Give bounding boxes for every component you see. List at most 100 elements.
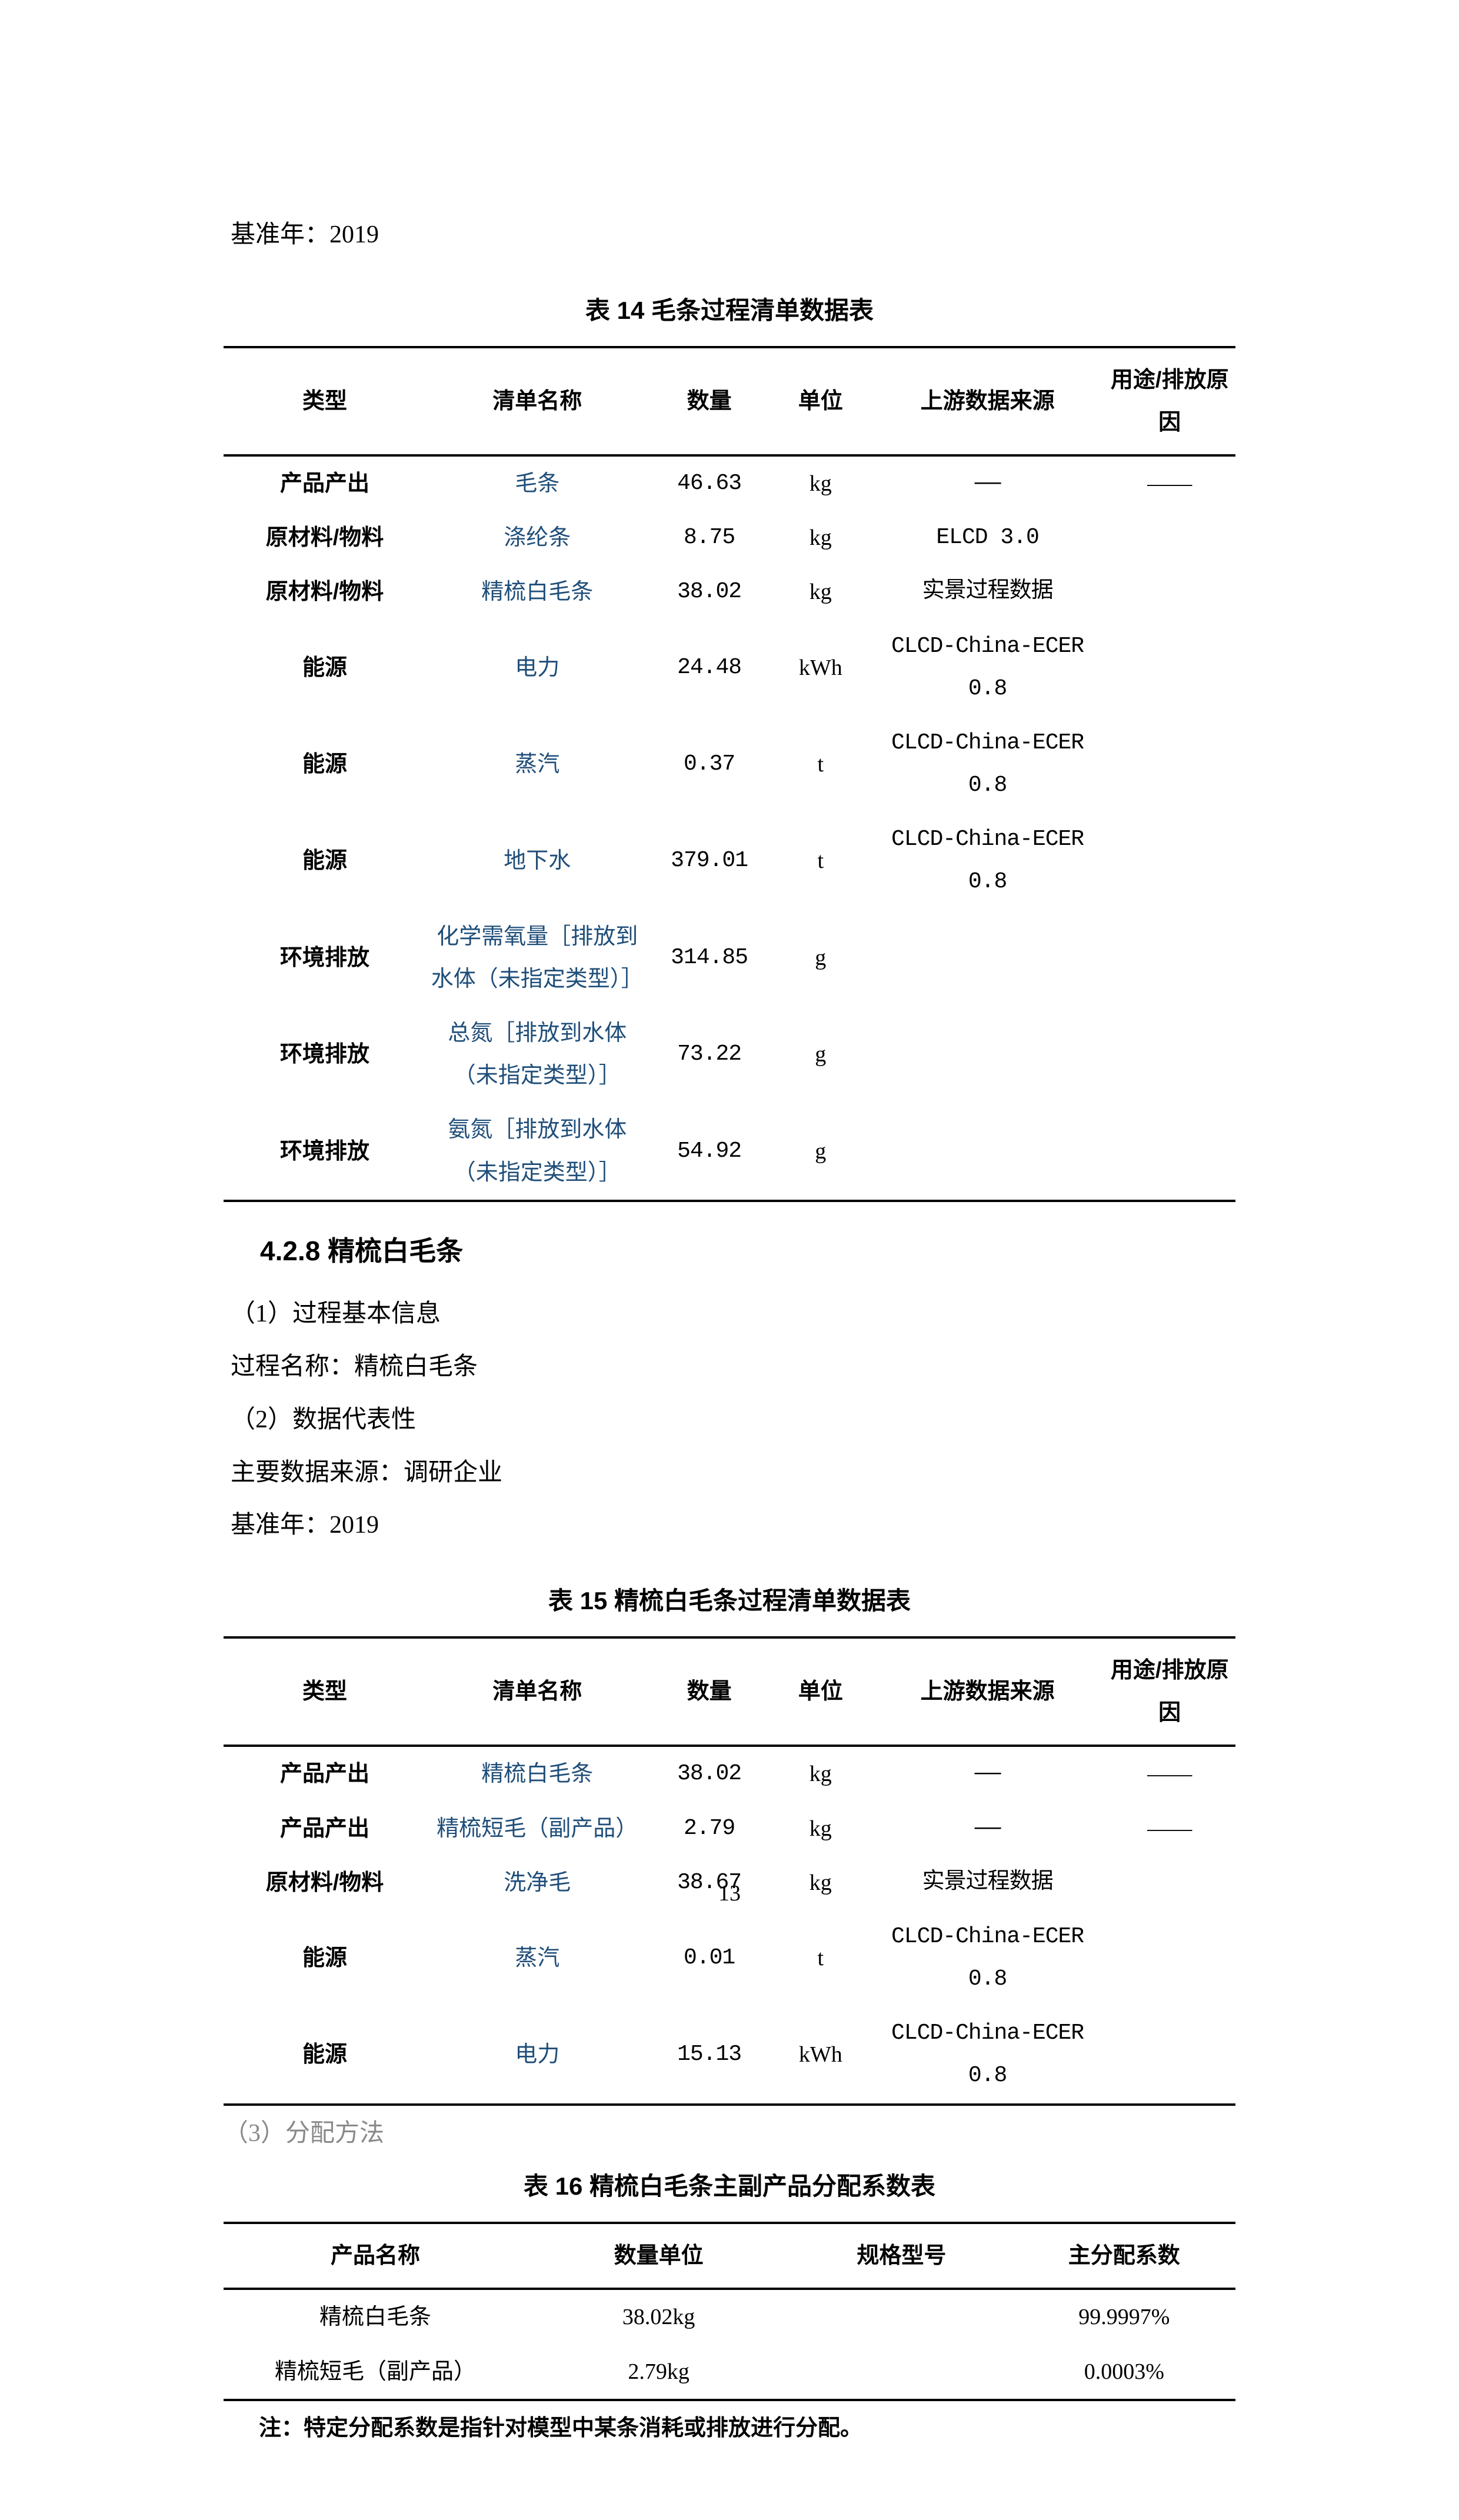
- t15-unit: kg: [770, 1802, 871, 1856]
- t16-coef: 0.0003%: [1013, 2345, 1235, 2400]
- t14-h-name: 清单名称: [426, 347, 648, 455]
- t15-h-unit: 单位: [770, 1637, 871, 1746]
- t16-row: 精梳短毛（副产品）2.79kg 0.0003%: [224, 2345, 1235, 2400]
- table15-header-row: 类型 清单名称 数量 单位 上游数据来源 用途/排放原因: [224, 1637, 1235, 1746]
- t15-row: 能源电力15.13kWhCLCD-China-ECER 0.8: [224, 2006, 1235, 2104]
- t16-pname: 精梳短毛（副产品）: [224, 2345, 527, 2400]
- table14: 类型 清单名称 数量 单位 上游数据来源 用途/排放原因 产品产出毛条46.63…: [224, 346, 1235, 1202]
- t14-h-qty: 数量: [648, 347, 770, 455]
- t16-h-qtyunit: 数量单位: [527, 2223, 790, 2289]
- t14-reason: [1104, 1006, 1235, 1103]
- t14-unit: t: [770, 813, 871, 909]
- t15-type: 产品产出: [224, 1746, 426, 1801]
- t14-type: 环境排放: [224, 1103, 426, 1200]
- t14-type: 原材料/物料: [224, 565, 426, 619]
- t14-reason: [1104, 910, 1235, 1006]
- t15-name: 精梳白毛条: [426, 1746, 648, 1801]
- t15-reason: ——: [1104, 1802, 1235, 1856]
- t16-row: 精梳白毛条38.02kg99.9997%: [224, 2289, 1235, 2344]
- t15-name: 精梳短毛（副产品）: [426, 1802, 648, 1856]
- t14-h-unit: 单位: [770, 347, 871, 455]
- t15-qty: 0.01: [648, 1910, 770, 2006]
- t14-name: 精梳白毛条: [426, 565, 648, 619]
- t14-qty: 379.01: [648, 813, 770, 909]
- s428-line-1: （1）过程基本信息: [224, 1291, 1235, 1338]
- t15-h-reason: 用途/排放原因: [1104, 1637, 1235, 1746]
- table15-caption: 表 15 精梳白毛条过程清单数据表: [224, 1577, 1235, 1624]
- t14-unit: kWh: [770, 620, 871, 716]
- t15-qty: 38.02: [648, 1746, 770, 1801]
- table16-note: 注：特定分配系数是指针对模型中某条消耗或排放进行分配。: [224, 2407, 1235, 2449]
- t16-h-spec: 规格型号: [790, 2223, 1012, 2289]
- t16-spec: [790, 2345, 1012, 2400]
- t15-h-name: 清单名称: [426, 1637, 648, 1746]
- t14-name: 总氮［排放到水体（未指定类型）］: [426, 1006, 648, 1103]
- t15-reason: [1104, 2006, 1235, 2104]
- t16-qtyunit: 2.79kg: [527, 2345, 790, 2400]
- t14-qty: 54.92: [648, 1103, 770, 1200]
- t16-h-pname: 产品名称: [224, 2223, 527, 2289]
- s428-line-2: 过程名称：精梳白毛条: [224, 1344, 1235, 1391]
- baseline-year-line: 基准年：2019: [224, 212, 1235, 259]
- t14-qty: 8.75: [648, 511, 770, 565]
- t15-name: 电力: [426, 2006, 648, 2104]
- t14-qty: 314.85: [648, 910, 770, 1006]
- t16-pname: 精梳白毛条: [224, 2289, 527, 2344]
- t14-qty: 46.63: [648, 455, 770, 511]
- t14-name: 氨氮［排放到水体（未指定类型）］: [426, 1103, 648, 1200]
- t14-src: CLCD-China-ECER 0.8: [871, 716, 1104, 813]
- t15-h-qty: 数量: [648, 1637, 770, 1746]
- s428-line-5: 基准年：2019: [224, 1502, 1235, 1549]
- t14-type: 环境排放: [224, 910, 426, 1006]
- t14-type: 能源: [224, 620, 426, 716]
- t15-qty: 2.79: [648, 1802, 770, 1856]
- t14-src: [871, 910, 1104, 1006]
- t14-unit: g: [770, 910, 871, 1006]
- t14-src: [871, 1103, 1104, 1200]
- t16-qtyunit: 38.02kg: [527, 2289, 790, 2344]
- t14-h-src: 上游数据来源: [871, 347, 1104, 455]
- t14-reason: [1104, 813, 1235, 909]
- t14-h-reason: 用途/排放原因: [1104, 347, 1235, 455]
- t14-reason: [1104, 511, 1235, 565]
- t14-type: 产品产出: [224, 455, 426, 511]
- t14-type: 能源: [224, 716, 426, 813]
- t14-unit: g: [770, 1103, 871, 1200]
- t14-type: 环境排放: [224, 1006, 426, 1103]
- page-number: 13: [0, 1880, 1459, 1906]
- t15-reason: [1104, 1910, 1235, 2006]
- table14-header-row: 类型 清单名称 数量 单位 上游数据来源 用途/排放原因: [224, 347, 1235, 455]
- t14-reason: [1104, 716, 1235, 813]
- t15-row: 能源蒸汽0.01tCLCD-China-ECER 0.8: [224, 1910, 1235, 2006]
- t15-row: 产品产出精梳短毛（副产品）2.79kg————: [224, 1802, 1235, 1856]
- t15-reason: ——: [1104, 1746, 1235, 1801]
- t14-name: 电力: [426, 620, 648, 716]
- t14-reason: [1104, 565, 1235, 619]
- s428-line-3: （2）数据代表性: [224, 1397, 1235, 1444]
- t14-row: 能源蒸汽0.37tCLCD-China-ECER 0.8: [224, 716, 1235, 813]
- t15-h-src: 上游数据来源: [871, 1637, 1104, 1746]
- t15-unit: kWh: [770, 2006, 871, 2104]
- t14-src: CLCD-China-ECER 0.8: [871, 813, 1104, 909]
- t14-src: ——: [871, 455, 1104, 511]
- t14-unit: kg: [770, 565, 871, 619]
- t14-type: 能源: [224, 813, 426, 909]
- t15-src: ——: [871, 1746, 1104, 1801]
- t15-type: 能源: [224, 1910, 426, 2006]
- t14-row: 能源地下水379.01tCLCD-China-ECER 0.8: [224, 813, 1235, 909]
- table14-caption: 表 14 毛条过程清单数据表: [224, 287, 1235, 334]
- t14-name: 地下水: [426, 813, 648, 909]
- t16-spec: [790, 2289, 1012, 2344]
- s428-line-4: 主要数据来源：调研企业: [224, 1450, 1235, 1497]
- t15-row: 产品产出精梳白毛条38.02kg————: [224, 1746, 1235, 1801]
- t14-unit: kg: [770, 511, 871, 565]
- t16-h-coef: 主分配系数: [1013, 2223, 1235, 2289]
- t14-unit: kg: [770, 455, 871, 511]
- t14-qty: 0.37: [648, 716, 770, 813]
- t14-type: 原材料/物料: [224, 511, 426, 565]
- t15-qty: 15.13: [648, 2006, 770, 2104]
- table16: 产品名称 数量单位 规格型号 主分配系数 精梳白毛条38.02kg99.9997…: [224, 2222, 1235, 2401]
- t14-row: 产品产出毛条46.63kg————: [224, 455, 1235, 511]
- t14-row: 能源电力24.48kWhCLCD-China-ECER 0.8: [224, 620, 1235, 716]
- t14-qty: 73.22: [648, 1006, 770, 1103]
